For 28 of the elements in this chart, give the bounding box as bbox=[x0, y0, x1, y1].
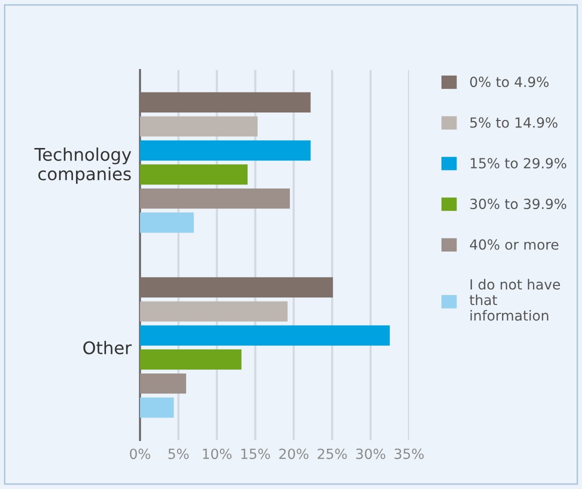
bar bbox=[140, 140, 311, 161]
y-tick-label: Technology companies bbox=[34, 148, 132, 184]
bar bbox=[140, 349, 242, 370]
bar bbox=[140, 301, 288, 322]
legend-label: 30% to 39.9% bbox=[470, 198, 566, 210]
bar bbox=[140, 212, 194, 233]
bar bbox=[140, 325, 390, 346]
bar bbox=[140, 188, 290, 209]
y-tick-label: Other bbox=[83, 340, 132, 354]
legend-label: I do not have that information bbox=[470, 278, 560, 321]
legend-label: 40% or more bbox=[470, 239, 558, 250]
bar bbox=[140, 164, 248, 185]
bar bbox=[140, 398, 174, 418]
x-tick-label: 25% bbox=[318, 448, 347, 460]
legend-label: 15% to 29.9% bbox=[470, 158, 566, 168]
legend-label: 0% to 4.9% bbox=[470, 76, 549, 88]
x-tick-label: 0% bbox=[130, 448, 150, 460]
x-tick-label: 35% bbox=[394, 448, 424, 460]
x-tick-label: 10% bbox=[202, 448, 232, 460]
bar bbox=[140, 373, 186, 394]
x-tick-label: 5% bbox=[168, 448, 189, 460]
legend-label: 5% to 14.9% bbox=[470, 117, 558, 128]
x-tick-label: 30% bbox=[356, 448, 386, 460]
x-tick-label: 20% bbox=[279, 448, 308, 460]
x-tick-label: 15% bbox=[241, 448, 270, 460]
bar bbox=[140, 92, 311, 112]
bar bbox=[140, 116, 258, 137]
bar bbox=[140, 277, 333, 298]
